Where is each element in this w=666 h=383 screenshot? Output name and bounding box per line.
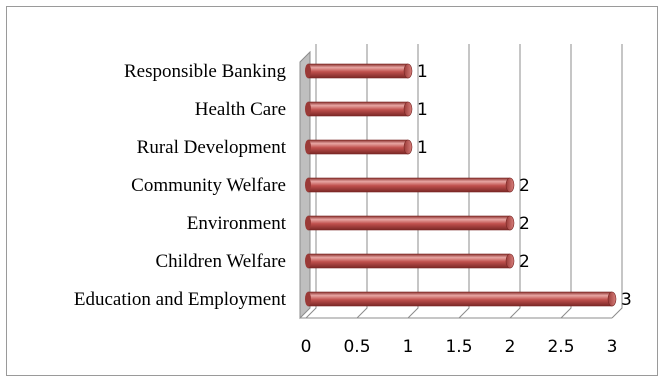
data-label: 1 — [417, 62, 428, 82]
category-label: Education and Employment — [74, 289, 287, 310]
bar — [305, 215, 515, 231]
gridlines — [300, 44, 623, 319]
x-tick-label: 1.5 — [445, 337, 472, 357]
x-tick-label: 0 — [301, 337, 312, 357]
bar — [305, 253, 515, 269]
data-label: 1 — [417, 100, 428, 120]
bar — [305, 101, 413, 117]
bar — [305, 63, 413, 79]
data-label: 3 — [621, 290, 632, 310]
category-label: Rural Development — [137, 137, 287, 158]
data-label: 2 — [519, 176, 530, 196]
data-labels: 1 1 1 2 2 2 3 — [417, 62, 632, 310]
category-label: Children Welfare — [155, 251, 286, 272]
x-tick-label: 2.5 — [547, 337, 574, 357]
gridline — [509, 44, 521, 319]
gridline — [458, 44, 470, 319]
bars — [305, 63, 617, 307]
gridline — [305, 44, 317, 319]
x-tick-label: 1 — [403, 337, 414, 357]
gridline — [611, 44, 623, 319]
bar — [305, 177, 515, 193]
data-label: 2 — [519, 214, 530, 234]
data-label: 1 — [417, 138, 428, 158]
gridline — [407, 44, 419, 319]
data-label: 2 — [519, 252, 530, 272]
x-axis-ticks: 0 0.5 1 1.5 2 2.5 3 — [301, 337, 618, 357]
category-label: Responsible Banking — [124, 61, 287, 82]
category-labels: Responsible Banking Health Care Rural Deve… — [74, 61, 287, 310]
bar — [305, 139, 413, 155]
gridline — [560, 44, 572, 319]
gridline — [356, 44, 368, 319]
bar — [305, 291, 617, 307]
category-label: Health Care — [195, 99, 286, 120]
x-tick-label: 0.5 — [343, 337, 370, 357]
category-label: Community Welfare — [131, 175, 286, 196]
x-tick-label: 3 — [607, 337, 618, 357]
x-tick-label: 2 — [505, 337, 516, 357]
category-label: Environment — [187, 213, 287, 234]
